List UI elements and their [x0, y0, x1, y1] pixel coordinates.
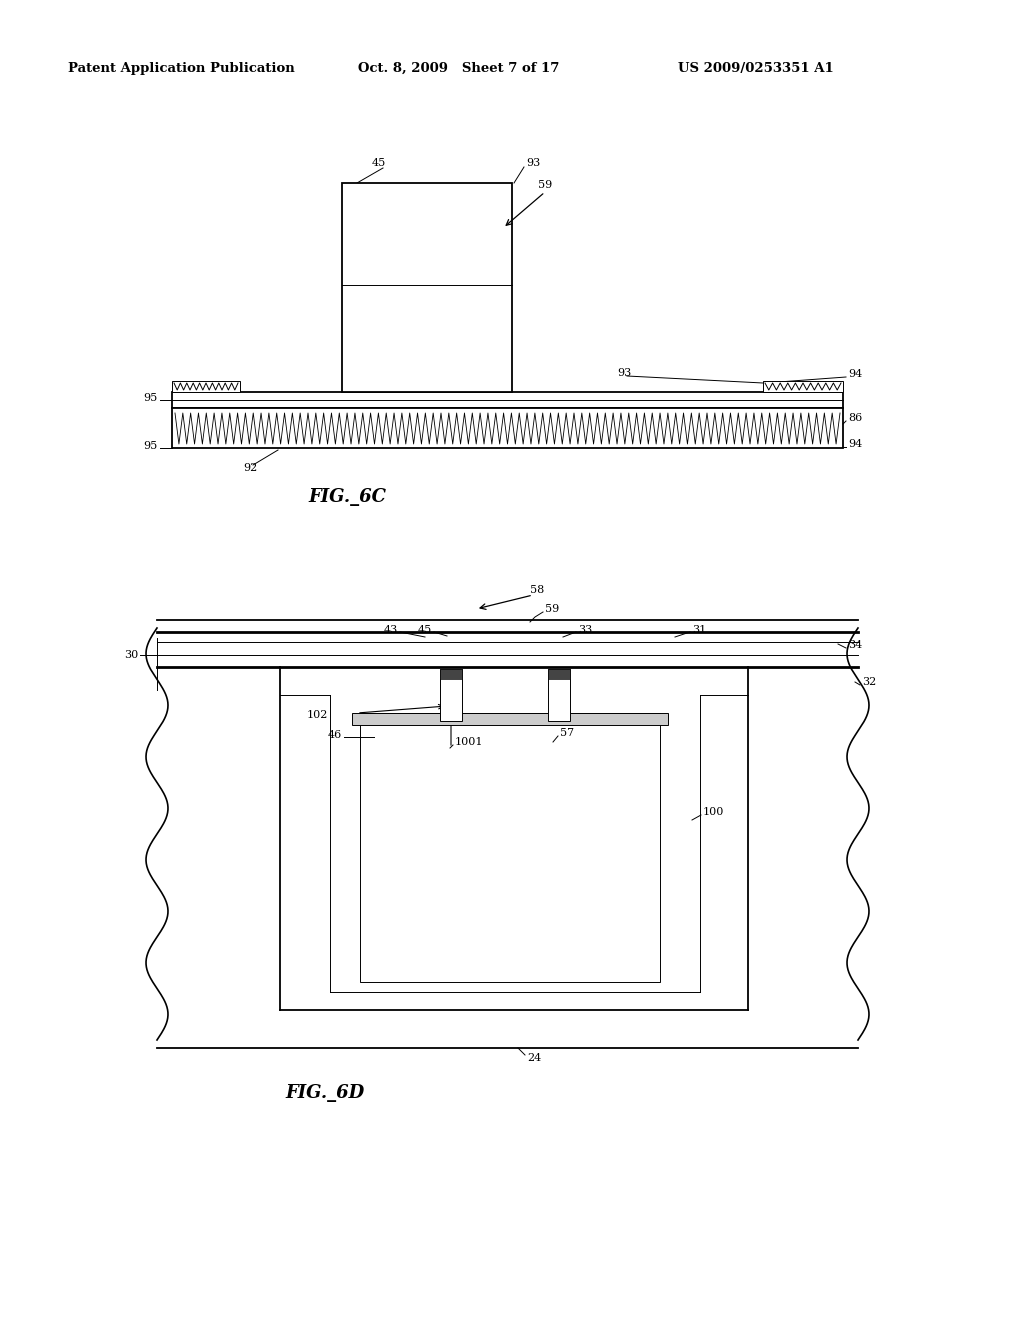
Text: US 2009/0253351 A1: US 2009/0253351 A1 — [678, 62, 834, 75]
Text: 95: 95 — [143, 441, 158, 451]
Text: 57: 57 — [560, 729, 574, 738]
Bar — [763, 381, 843, 392]
Text: 93: 93 — [526, 158, 541, 168]
Text: 92: 92 — [243, 463, 257, 473]
Text: FIG._6D: FIG._6D — [285, 1084, 365, 1102]
Text: 58: 58 — [530, 585, 544, 595]
Text: 46: 46 — [328, 730, 342, 741]
Bar — [352, 713, 668, 725]
Bar — [548, 669, 570, 678]
Text: 43: 43 — [384, 624, 398, 635]
Text: 32: 32 — [862, 677, 877, 686]
Bar — [360, 713, 660, 982]
Text: 1001: 1001 — [455, 737, 483, 747]
Text: 34: 34 — [848, 640, 862, 649]
Text: 100: 100 — [703, 807, 724, 817]
Bar — [440, 669, 462, 678]
Bar — [342, 183, 512, 392]
Text: Patent Application Publication: Patent Application Publication — [68, 62, 295, 75]
Bar — [548, 669, 570, 721]
Text: 30: 30 — [124, 649, 138, 660]
Text: 31: 31 — [692, 624, 707, 635]
Bar — [172, 381, 240, 392]
Bar — [172, 392, 843, 408]
Text: 59: 59 — [538, 180, 552, 190]
Text: 95: 95 — [143, 393, 158, 403]
Text: 45: 45 — [372, 158, 386, 168]
Text: FIG._6C: FIG._6C — [308, 488, 386, 506]
Text: 102: 102 — [306, 710, 328, 719]
Text: 94: 94 — [848, 370, 862, 379]
Text: 24: 24 — [527, 1053, 542, 1063]
Text: 45: 45 — [418, 624, 432, 635]
Text: 59: 59 — [545, 605, 559, 614]
Bar — [172, 408, 843, 447]
Text: 86: 86 — [848, 413, 862, 422]
Text: 94: 94 — [848, 440, 862, 449]
Bar — [440, 669, 462, 721]
Text: 93: 93 — [617, 368, 631, 378]
Text: 33: 33 — [578, 624, 592, 635]
Text: Oct. 8, 2009   Sheet 7 of 17: Oct. 8, 2009 Sheet 7 of 17 — [358, 62, 559, 75]
